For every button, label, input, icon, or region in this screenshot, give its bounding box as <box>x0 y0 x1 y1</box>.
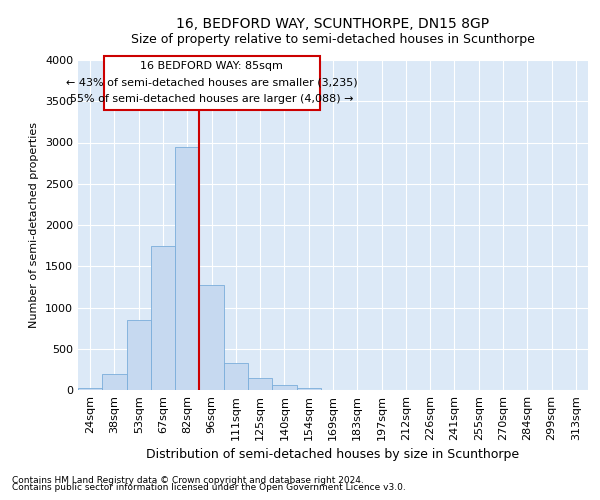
Text: 16, BEDFORD WAY, SCUNTHORPE, DN15 8GP: 16, BEDFORD WAY, SCUNTHORPE, DN15 8GP <box>176 18 490 32</box>
Bar <box>78 388 102 390</box>
Text: 16 BEDFORD WAY: 85sqm: 16 BEDFORD WAY: 85sqm <box>140 61 283 71</box>
Bar <box>296 388 321 390</box>
Text: Contains public sector information licensed under the Open Government Licence v3: Contains public sector information licen… <box>12 484 406 492</box>
Bar <box>175 146 199 390</box>
Bar <box>199 285 224 390</box>
Text: Contains HM Land Registry data © Crown copyright and database right 2024.: Contains HM Land Registry data © Crown c… <box>12 476 364 485</box>
Bar <box>104 56 320 110</box>
Bar <box>102 374 127 390</box>
Text: 55% of semi-detached houses are larger (4,088) →: 55% of semi-detached houses are larger (… <box>70 94 353 104</box>
Bar <box>224 363 248 390</box>
Bar <box>151 246 175 390</box>
Text: ← 43% of semi-detached houses are smaller (3,235): ← 43% of semi-detached houses are smalle… <box>66 78 358 88</box>
Y-axis label: Number of semi-detached properties: Number of semi-detached properties <box>29 122 40 328</box>
Bar <box>248 378 272 390</box>
Text: Size of property relative to semi-detached houses in Scunthorpe: Size of property relative to semi-detach… <box>131 32 535 46</box>
Bar <box>272 385 296 390</box>
X-axis label: Distribution of semi-detached houses by size in Scunthorpe: Distribution of semi-detached houses by … <box>146 448 520 462</box>
Bar <box>127 320 151 390</box>
